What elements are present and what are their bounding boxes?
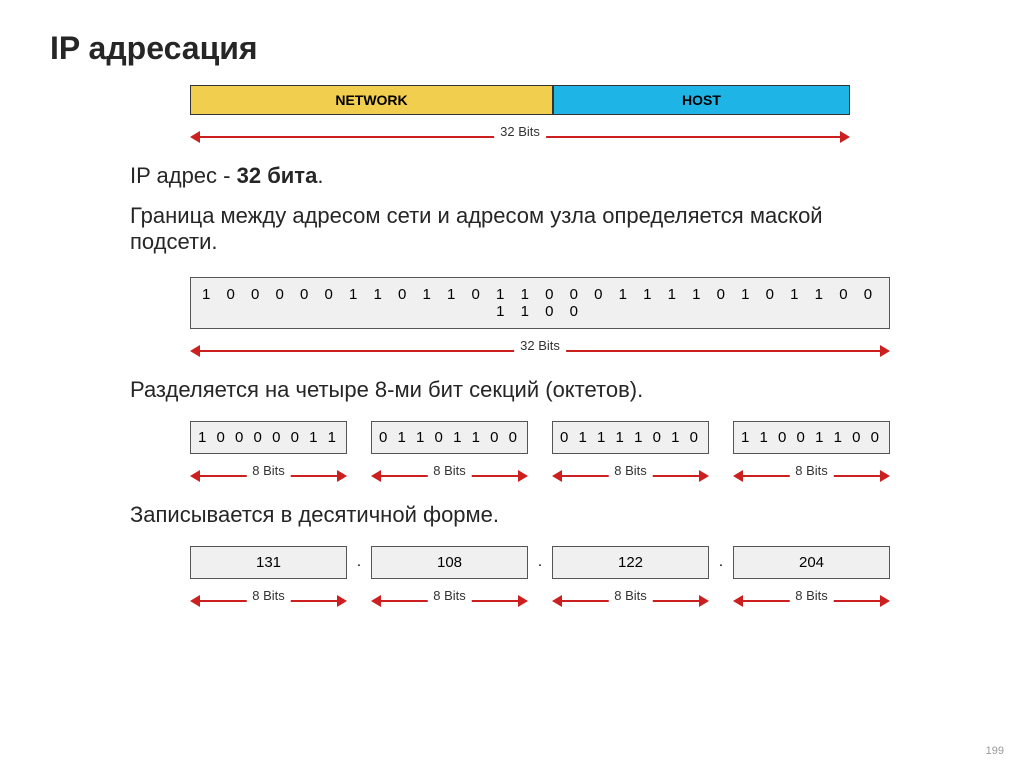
octet-dec-4: 204 (733, 546, 890, 579)
bar1-arrow-label: 32 Bits (494, 124, 546, 139)
octet-bin-1: 1 0 0 0 0 0 1 1 (190, 421, 347, 454)
octet-arrow-label-1: 8 Bits (246, 463, 291, 478)
arrow-right-icon (840, 131, 850, 143)
octets-bin-row: 1 0 0 0 0 0 1 1 0 1 1 0 1 1 0 0 0 1 1 1 … (190, 421, 890, 454)
octets-dec-row: 131 . 108 . 122 . 204 (190, 546, 890, 579)
page-number: 199 (986, 745, 1004, 757)
text-ip-prefix: IP адрес - (130, 163, 237, 188)
dec-arrow-label-2: 8 Bits (427, 588, 472, 603)
dec-arrow-label-1: 8 Bits (246, 588, 291, 603)
dot-3: . (709, 546, 733, 570)
bits32-arrow-label: 32 Bits (514, 338, 566, 353)
arrow-left-icon (190, 345, 200, 357)
octet-dec-3: 122 (552, 546, 709, 579)
arrow-left-icon (190, 131, 200, 143)
dot-1: . (347, 546, 371, 570)
octet-bin-3: 0 1 1 1 1 0 1 0 (552, 421, 709, 454)
octet-arrow-label-4: 8 Bits (789, 463, 834, 478)
page-title: IP адресация (50, 30, 974, 67)
ip-address-line: IP адрес - 32 бита. (130, 163, 974, 189)
text-32bit: 32 бита (237, 163, 318, 188)
network-segment: NETWORK (190, 85, 553, 115)
arrow-right-icon (880, 345, 890, 357)
boundary-text: Граница между адресом сети и адресом узл… (130, 203, 850, 255)
host-segment: HOST (553, 85, 850, 115)
octet-arrow-label-2: 8 Bits (427, 463, 472, 478)
dec-arrow-label-4: 8 Bits (789, 588, 834, 603)
decimal-form-text: Записывается в десятичной форме. (130, 502, 974, 528)
bar1-arrow: 32 Bits (190, 121, 850, 149)
octets-bin-arrows: 8 Bits 8 Bits 8 Bits 8 Bits (190, 460, 890, 488)
octet-bin-2: 0 1 1 0 1 1 0 0 (371, 421, 528, 454)
bits32-arrow: 32 Bits (190, 335, 890, 363)
content-area: NETWORK HOST 32 Bits IP адрес - 32 бита.… (90, 85, 974, 613)
text-period: . (317, 163, 323, 188)
dec-arrow-label-3: 8 Bits (608, 588, 653, 603)
octet-bin-4: 1 1 0 0 1 1 0 0 (733, 421, 890, 454)
octet-dec-2: 108 (371, 546, 528, 579)
octet-arrow-label-3: 8 Bits (608, 463, 653, 478)
octet-split-text: Разделяется на четыре 8-ми бит секций (о… (130, 377, 974, 403)
octets-dec-arrows: 8 Bits 8 Bits 8 Bits 8 Bits (190, 585, 890, 613)
bits-32-box: 1 0 0 0 0 0 1 1 0 1 1 0 1 1 0 0 0 1 1 1 … (190, 277, 890, 329)
octet-dec-1: 131 (190, 546, 347, 579)
dot-2: . (528, 546, 552, 570)
network-host-bar: NETWORK HOST (190, 85, 850, 115)
